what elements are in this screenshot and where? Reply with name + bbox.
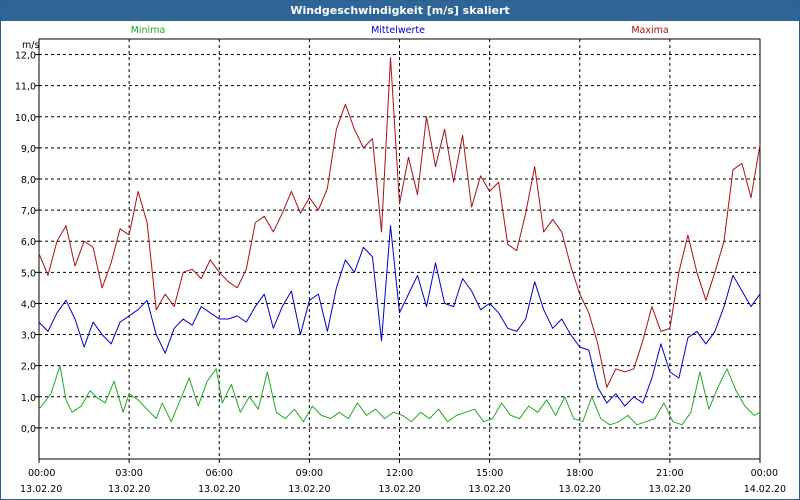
legend-entry-mittelwerte: Mittelwerte: [371, 25, 425, 36]
x-tick-time: 21:00: [656, 468, 683, 479]
y-tick-label: 4,0: [21, 299, 36, 310]
y-tick-label: 0,0: [21, 424, 36, 435]
x-tick-time: 06:00: [206, 468, 233, 479]
y-tick-label: 9,0: [21, 144, 36, 155]
grid-lines: [39, 39, 760, 459]
y-tick-label: 3,0: [21, 331, 36, 342]
window-title: Windgeschwindigkeit [m/s] skaliert: [1, 1, 799, 21]
series-line-maxima: [38, 57, 761, 388]
y-tick-label: 10,0: [15, 113, 36, 124]
legend-entry-maxima: Maxima: [631, 25, 668, 36]
legend: Minima Mittelwerte Maxima: [131, 25, 669, 36]
x-tick-date: 13.02.20: [378, 484, 420, 495]
y-axis-label: m/s: [22, 40, 39, 51]
y-tick-label: 6,0: [21, 237, 36, 248]
y-tick-label: 2,0: [21, 362, 36, 373]
x-tick-date: 14.02.20: [744, 484, 786, 495]
x-tick-time: 00:00: [751, 468, 778, 479]
x-tick-date: 13.02.20: [649, 484, 691, 495]
x-tick-date: 13.02.20: [468, 484, 510, 495]
series-lines: [38, 57, 761, 426]
y-tick-label: 5,0: [21, 268, 36, 279]
x-tick-time: 15:00: [476, 468, 503, 479]
y-tick-label: 12,0: [15, 51, 36, 62]
y-axis-ticks: 0,0 1,0 2,0 3,0 4,0 5,0 6,0 7,0 8,0 9,0 10,0 11,0 12…: [15, 51, 39, 435]
y-tick-label: 8,0: [21, 175, 36, 186]
legend-entry-minima: Minima: [131, 25, 166, 36]
y-tick-label: 11,0: [15, 82, 36, 93]
x-tick-time: 03:00: [115, 468, 142, 479]
series-line-minima: [38, 365, 761, 426]
x-tick-date: 13.02.20: [288, 484, 330, 495]
x-tick-date: 13.02.20: [108, 484, 150, 495]
x-tick-time: 09:00: [296, 468, 323, 479]
x-tick-date: 13.02.20: [198, 484, 240, 495]
x-tick-date: 13.02.20: [20, 484, 62, 495]
x-tick-time: 00:00: [28, 468, 55, 479]
x-axis-ticks: 00:00 13.02.20 03:00 13.02.20 06:00 13.02.20 0…: [20, 459, 786, 495]
y-tick-label: 1,0: [21, 393, 36, 404]
x-tick-date: 13.02.20: [559, 484, 601, 495]
series-line-mittelwerte: [38, 225, 761, 407]
x-tick-time: 18:00: [566, 468, 593, 479]
y-tick-label: 7,0: [21, 206, 36, 217]
x-tick-time: 12:00: [386, 468, 413, 479]
